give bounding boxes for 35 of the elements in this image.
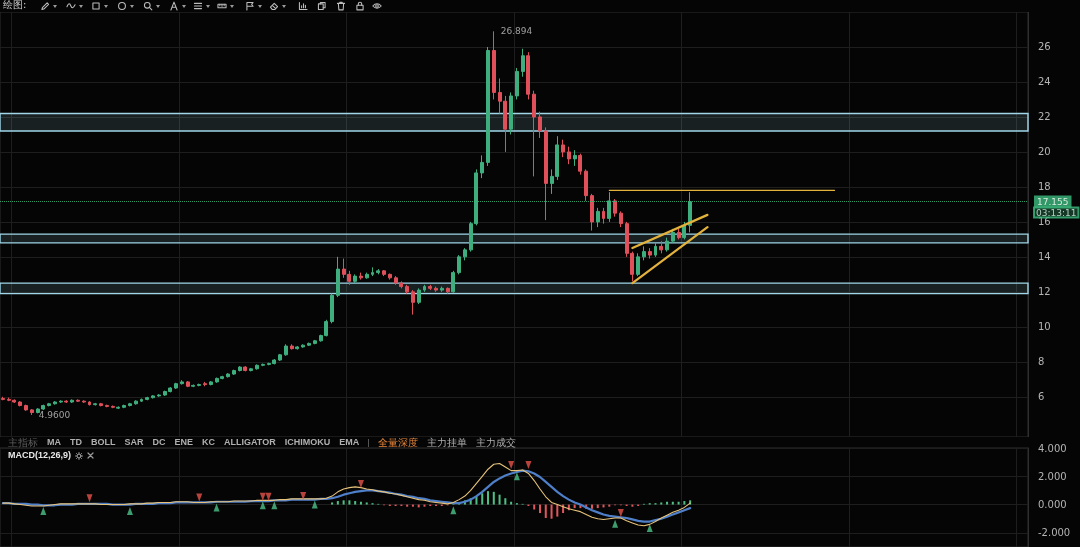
annotation: TD xyxy=(70,437,82,448)
annotation: 全量深度 xyxy=(378,437,419,448)
annotation: EMA xyxy=(339,437,360,448)
annotation: 主指标 xyxy=(8,437,38,448)
y-tick-label: 10 xyxy=(1038,321,1051,333)
annotation: MA xyxy=(47,437,61,448)
y-tick-label: 6 xyxy=(1038,391,1045,403)
annotation: KC xyxy=(202,437,216,448)
annotation: 主力挂单 xyxy=(427,437,468,448)
annotation: BOLL xyxy=(91,437,116,448)
chart-title: MACD(12,26,9) xyxy=(8,450,72,461)
y-tick-label: 26 xyxy=(1038,41,1051,53)
y-tick-label: -2.000 xyxy=(1038,527,1071,539)
annotation: 26.894 xyxy=(500,26,533,37)
y-tick-label: 22 xyxy=(1038,111,1051,123)
y-tick-label: 12 xyxy=(1038,286,1051,298)
y-tick-label: 14 xyxy=(1038,251,1051,263)
y-tick-label: 2.000 xyxy=(1038,470,1067,482)
y-tick-label: 8 xyxy=(1038,356,1045,368)
y-tick-label: 0.000 xyxy=(1038,499,1067,511)
y-tick-label: 16 xyxy=(1038,216,1051,228)
annotation: 4.9600 xyxy=(38,409,71,420)
y-tick-label: 24 xyxy=(1038,76,1051,88)
annotation: ICHIMOKU xyxy=(284,437,331,448)
annotation: ENE xyxy=(174,437,194,448)
annotation: ALLIGATOR xyxy=(224,437,276,448)
text: 绘图: xyxy=(3,0,27,11)
text: 03:13:11 xyxy=(1036,208,1077,219)
annotation: 主力成交 xyxy=(476,437,517,448)
y-tick-label: 18 xyxy=(1038,181,1051,193)
annotation: SAR xyxy=(124,437,144,448)
y-tick-label: 20 xyxy=(1038,146,1051,158)
ref-line-label: 17.155 xyxy=(1037,197,1069,208)
y-tick-label: 4.000 xyxy=(1038,442,1067,454)
annotation: DC xyxy=(152,437,166,448)
